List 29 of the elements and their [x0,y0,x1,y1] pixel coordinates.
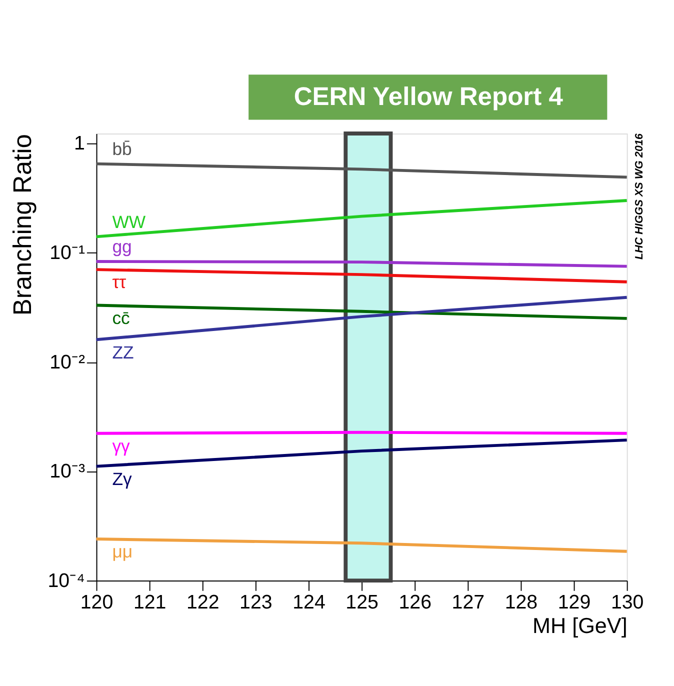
x-tick-label: 123 [240,592,272,614]
y-tick-label: 10⁻² [50,351,86,374]
series-label: gg [112,236,132,257]
x-tick-label: 130 [610,592,644,614]
series-label: WW [112,212,146,232]
x-tick-label: 120 [80,592,114,614]
y-axis-title: Branching Ratio [9,134,38,316]
x-tick-label: 126 [398,592,432,614]
y-tick-label: 1 [74,132,85,155]
x-tick-label: 128 [504,592,538,614]
x-tick-label: 122 [186,592,220,614]
x-tick-label: 121 [133,592,166,614]
x-tick-label: 125 [346,592,379,614]
x-axis-title: MH [GeV] [532,613,628,638]
series-label: ZZ [112,342,134,362]
series-label: ττ [112,272,126,292]
series-label: bb̄ [112,138,132,159]
series-label: γγ [112,436,130,456]
y-tick-label: 10⁻¹ [50,242,86,264]
y-tick-label: 10⁻³ [50,460,86,483]
chart-title: CERN Yellow Report 4 [294,83,564,112]
text: LHC HIGGS XS WG 2016 [634,132,646,260]
x-tick-label: 124 [292,592,326,614]
x-tick-label: 129 [558,592,591,614]
series-label: Zγ [112,468,132,489]
series-label: μμ [112,542,133,562]
x-tick-label: 127 [452,592,485,614]
series-label: cc̄ [112,308,130,328]
y-tick-label: 10⁻⁴ [48,570,85,592]
